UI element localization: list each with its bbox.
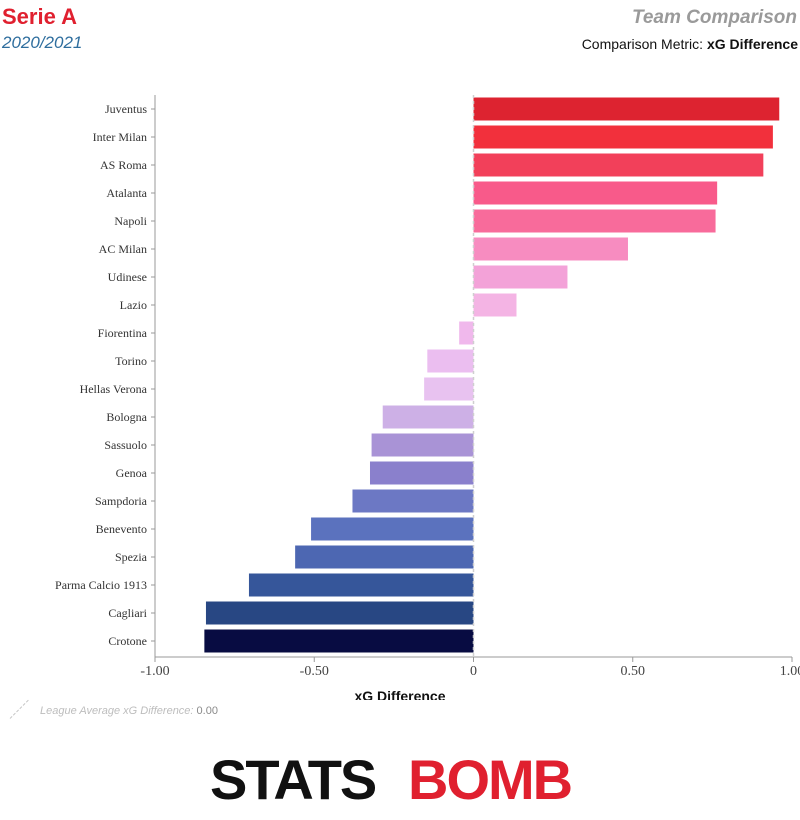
y-tick-label: Fiorentina (98, 326, 148, 340)
statsbomb-logo: STATS BOMB (210, 748, 573, 808)
legend-label: League Average xG Difference: (40, 705, 194, 717)
bar (473, 153, 764, 177)
bar (369, 461, 474, 485)
dashed-line-icon (9, 699, 29, 719)
bar (473, 181, 718, 205)
bar (473, 97, 780, 121)
bar (371, 433, 474, 457)
x-axis-label: xG Difference (354, 688, 445, 700)
bar (473, 237, 628, 261)
bar (459, 321, 474, 345)
y-tick-label: Bologna (106, 410, 147, 424)
legend-text: League Average xG Difference: 0.00 (40, 705, 218, 717)
y-tick-label: Udinese (108, 270, 147, 284)
y-tick-label: Spezia (115, 550, 148, 564)
logo-stats-text: STATS (210, 748, 376, 808)
legend-value: 0.00 (196, 705, 218, 717)
bar (473, 209, 716, 233)
bar (473, 293, 517, 317)
y-tick-label: AC Milan (99, 242, 147, 256)
y-tick-label: Cagliari (108, 606, 147, 620)
bar (473, 265, 568, 289)
y-tick-label: Genoa (116, 466, 148, 480)
metric-value: xG Difference (706, 36, 798, 52)
bar (473, 125, 773, 149)
bar (248, 573, 474, 597)
y-tick-label: Torino (115, 354, 147, 368)
league-average-legend: League Average xG Difference: 0.00 (8, 698, 258, 724)
y-tick-label: AS Roma (100, 158, 148, 172)
x-tick-label: 0.50 (621, 664, 646, 679)
y-tick-label: Crotone (108, 634, 147, 648)
y-tick-label: Lazio (120, 298, 147, 312)
metric-line: Comparison Metric: xG Difference (582, 36, 798, 52)
season-label: 2020/2021 (2, 33, 83, 52)
y-tick-label: Atalanta (106, 186, 147, 200)
bar (382, 405, 474, 429)
bar (427, 349, 474, 373)
y-tick-label: Inter Milan (93, 130, 147, 144)
y-tick-label: Juventus (105, 102, 147, 116)
y-tick-label: Sampdoria (95, 494, 148, 508)
x-tick-label: -1.00 (140, 664, 169, 679)
y-tick-label: Hellas Verona (80, 382, 148, 396)
bar (204, 629, 474, 653)
y-tick-label: Benevento (96, 522, 147, 536)
logo-bomb-text: BOMB (408, 748, 571, 808)
logo-bomb: BOMB (408, 748, 573, 808)
bar (205, 601, 474, 625)
league-title: Serie A (2, 4, 78, 29)
y-tick-label: Napoli (114, 214, 147, 228)
x-tick-label: 0 (470, 664, 477, 679)
bar (352, 489, 474, 513)
bar (311, 517, 474, 541)
chart-title: Team Comparison (631, 7, 797, 28)
y-tick-label: Sassuolo (104, 438, 147, 452)
bar (295, 545, 474, 569)
x-tick-label: -0.50 (300, 664, 329, 679)
bar (424, 377, 474, 401)
x-tick-label: 1.00 (780, 664, 800, 679)
y-tick-label: Parma Calcio 1913 (55, 578, 147, 592)
bar-chart: Juventus Inter Milan AS Roma Atalanta Napoli… (55, 95, 800, 700)
metric-label: Comparison Metric: (581, 36, 704, 52)
